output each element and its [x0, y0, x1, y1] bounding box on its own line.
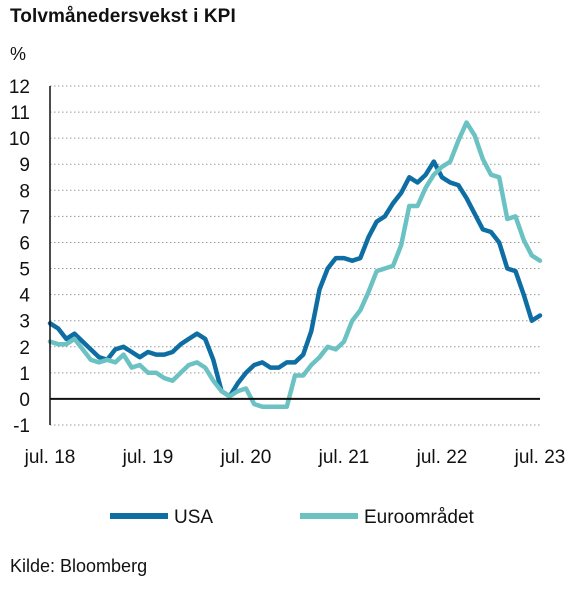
y-tick-label: -1 [13, 416, 30, 437]
legend: USA Euroområdet [110, 507, 475, 528]
y-tick-label: 9 [19, 155, 30, 176]
y-tick-label: 4 [19, 286, 30, 307]
x-tick-label: jul. 19 [122, 447, 174, 468]
legend-label-euro: Euroområdet [364, 507, 475, 528]
series-lines [47, 120, 543, 409]
y-tick-label: 6 [19, 233, 30, 254]
y-tick-label: 7 [19, 207, 30, 228]
gridlines [50, 85, 540, 426]
y-tick-label: 11 [10, 103, 30, 124]
x-tick-label: jul. 23 [514, 447, 566, 468]
y-tick-label: 8 [19, 181, 30, 202]
x-tick-label: jul. 21 [318, 447, 370, 468]
chart-title: Tolvmånedersvekst i KPI [10, 6, 236, 27]
y-tick-label: 10 [9, 129, 30, 150]
series-line-euro [47, 120, 543, 409]
source-note: Kilde: Bloomberg [10, 556, 148, 576]
y-tick-label: 2 [19, 338, 30, 359]
y-tick-label: 5 [19, 260, 30, 281]
y-tick-label: 1 [19, 364, 30, 385]
y-tick-label: 3 [19, 312, 30, 333]
y-axis-unit-label: % [10, 44, 27, 64]
legend-label-usa: USA [174, 507, 213, 528]
y-tick-label: 12 [9, 77, 30, 98]
y-tick-label: 0 [19, 390, 30, 411]
x-tick-label: jul. 22 [416, 447, 468, 468]
series-line-usa [47, 159, 543, 399]
axes [49, 86, 540, 425]
x-tick-label: jul. 20 [220, 447, 272, 468]
x-tick-label: jul. 18 [24, 447, 76, 468]
x-tick-labels: jul. 18 jul. 19 jul. 20 jul. 21 jul. 22 jul. … [24, 447, 566, 468]
